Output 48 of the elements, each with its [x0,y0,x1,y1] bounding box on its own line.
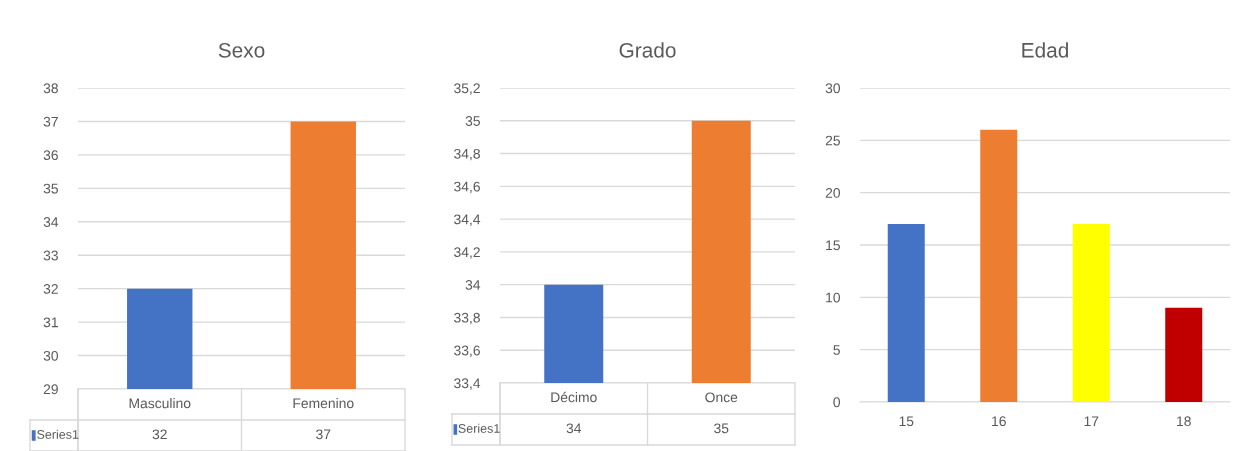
y-tick-label: 35 [465,116,480,126]
data-label: 35 [714,423,729,434]
y-tick-label: 31 [43,317,58,328]
y-tick-label: 34 [465,280,481,290]
y-tick-label: 32 [43,284,58,294]
chart-title: Edad [1022,42,1068,58]
y-tick-label: 35 [43,183,58,194]
x-tick-label: Masculino [129,398,191,409]
bar [980,129,1018,402]
legend-label: Series1 [458,423,500,433]
y-tick-label: 33 [43,250,58,261]
y-tick-label: 10 [826,292,841,303]
x-tick-label: Once [705,392,738,403]
y-tick-label: 37 [43,116,58,127]
data-label: 32 [152,429,167,440]
y-tick-label: 29 [43,384,58,395]
chart-title: Sexo [218,42,265,58]
y-tick-label: 25 [825,135,840,146]
bar [1072,224,1110,402]
legend-label: Series1 [37,429,79,439]
bar [887,224,925,402]
y-tick-label: 30 [825,83,841,94]
x-tick-label: 17 [1084,416,1099,426]
chart-title: Grado [619,42,676,58]
y-tick-label: 33,8 [454,312,480,325]
y-tick-label: 5 [833,345,840,355]
y-tick-label: 15 [826,240,840,251]
y-tick-label: 20 [825,188,841,198]
y-tick-label: 30 [43,350,59,361]
y-tick-label: 36 [43,150,58,161]
y-tick-label: 33,4 [454,378,481,390]
bar [1165,307,1203,402]
y-tick-label: 38 [43,83,58,94]
y-tick-label: 34,8 [454,148,480,161]
x-tick-label: Décimo [551,391,597,403]
x-tick-label: 15 [899,416,914,427]
x-tick-label: Femenino [293,398,354,409]
y-tick-label: 33,6 [454,345,480,358]
y-tick-label: 34,6 [454,181,480,194]
x-tick-label: 16 [992,416,1006,427]
data-label: 34 [566,423,582,434]
y-tick-label: 0 [833,397,841,408]
x-tick-label: 18 [1177,416,1191,427]
y-tick-label: 34,2 [454,247,480,259]
y-tick-label: 35,2 [454,83,480,95]
y-tick-label: 34 [43,217,59,227]
data-label: 37 [316,429,331,440]
y-tick-label: 34,4 [454,214,481,226]
